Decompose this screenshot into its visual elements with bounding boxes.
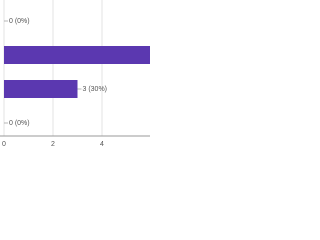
x-tick-label: 2 <box>51 141 55 148</box>
value-label: 0 (0%) <box>9 120 30 127</box>
value-label: 3 (30%) <box>83 86 108 93</box>
x-tick-label: 4 <box>100 141 104 148</box>
value-label: 0 (0%) <box>9 18 30 25</box>
x-tick-label: 0 <box>2 141 6 148</box>
chart: 0 2 4 0 (0%) 3 (30%) 0 (0%) <box>0 0 150 150</box>
background <box>0 0 150 150</box>
bar <box>4 46 150 64</box>
bar <box>4 80 78 98</box>
